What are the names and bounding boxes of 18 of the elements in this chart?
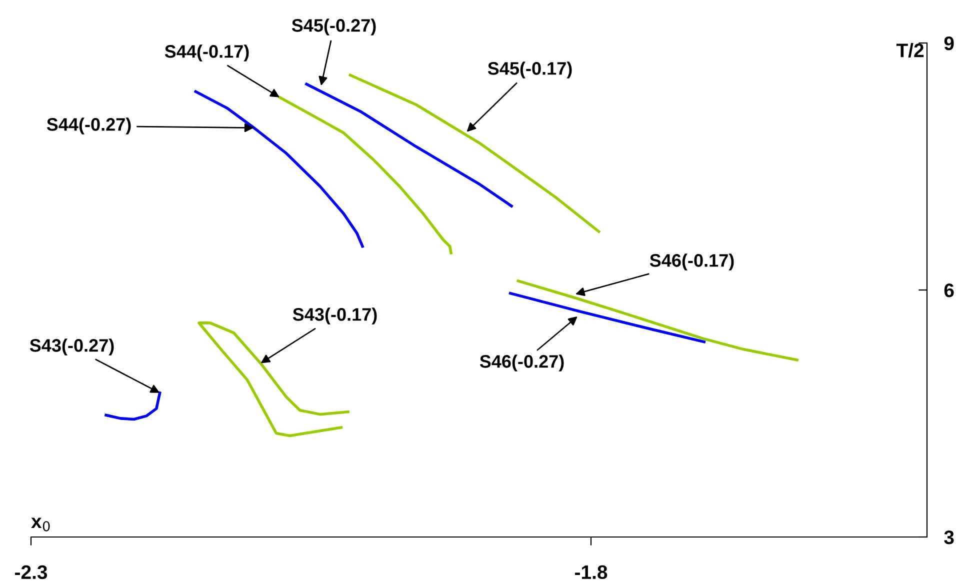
y-tick-label: 9	[944, 36, 954, 50]
x-axis-title: x$_{0}$	[31, 518, 50, 532]
annotation: S45(-0.27)	[292, 18, 376, 36]
annotation: S43(-0.17)	[292, 308, 377, 324]
annotation: S45(-0.17)	[488, 62, 572, 78]
y-tick-label: 3	[944, 530, 954, 544]
line-series	[508, 292, 706, 344]
line-series	[305, 82, 513, 208]
annotation: S43(-0.27)	[30, 338, 114, 356]
annotation: S46(-0.17)	[650, 254, 734, 270]
annotation: S46(-0.27)	[480, 354, 564, 372]
annotation: S44(-0.27)	[46, 118, 131, 134]
x-tick-label: -2.3	[15, 565, 48, 580]
line-series	[194, 90, 364, 248]
x-tick-label: -1.8	[575, 565, 608, 580]
y-tick-label: 6	[944, 283, 954, 298]
annotation: S44(-0.17)	[164, 44, 249, 62]
y-axis-title: T/2	[896, 43, 924, 58]
